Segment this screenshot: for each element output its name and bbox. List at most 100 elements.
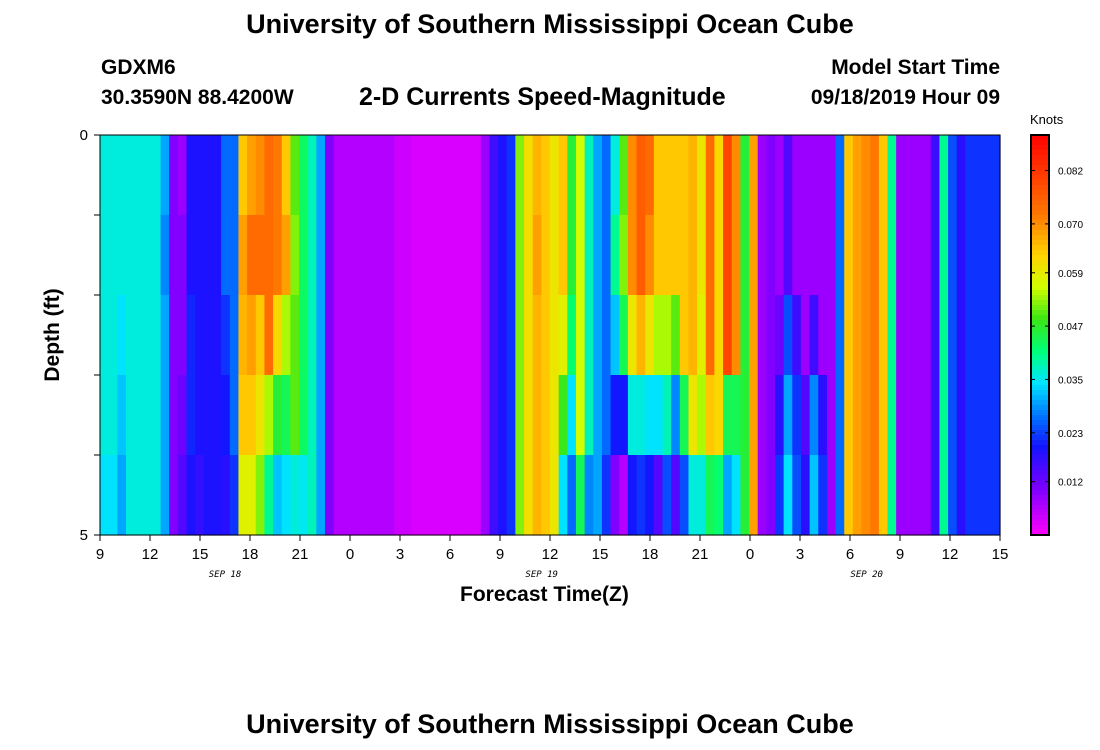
heatmap-cell [108,455,118,536]
heatmap-cell [411,455,421,536]
heatmap-cell [108,375,118,456]
heatmap-cell [956,375,966,456]
heatmap-cell [740,455,750,536]
colorbar-segment [1031,275,1049,281]
heatmap-cell [956,135,966,216]
heatmap-cell [186,455,196,536]
heatmap-cell [913,135,923,216]
heatmap-cell [498,135,508,216]
heatmap-cell [965,295,975,376]
colorbar-segment [1031,335,1049,341]
heatmap-cell [731,215,741,296]
heatmap-cell [671,375,681,456]
colorbar-segment [1031,500,1049,506]
heatmap-cell [160,135,170,216]
x-tick-label: 15 [592,546,609,563]
colorbar-segment [1031,265,1049,271]
heatmap-cell [376,455,387,536]
heatmap-cell [472,135,482,216]
heatmap-cell [541,135,551,216]
date-label: SEP 18 [209,570,242,580]
heatmap-cell [247,455,257,536]
heatmap-cell [861,215,871,296]
heatmap-cell [229,375,240,456]
heatmap-cell [498,455,508,536]
heatmap-cell [688,455,698,536]
heatmap-cell [480,215,491,296]
colorbar-segment [1031,315,1049,321]
heatmap-cell [818,135,828,216]
heatmap-cell [567,295,577,376]
heatmap-cell [558,135,568,216]
heatmap-cell [731,135,741,216]
heatmap-cell [818,295,828,376]
heatmap-cell [177,215,188,296]
colorbar-segment [1031,305,1049,311]
colorbar-segment [1031,435,1049,441]
heatmap-cell [558,375,568,456]
colorbar-segment [1031,250,1049,256]
colorbar-segment [1031,200,1049,206]
heatmap-cell [498,375,508,456]
heatmap-cell [489,455,499,536]
heatmap-cell [134,375,144,456]
heatmap-cell [100,215,110,296]
colorbar-segment [1031,365,1049,371]
heatmap-cell [454,135,465,216]
heatmap-cell [264,215,274,296]
heatmap-cell [489,295,499,376]
heatmap-cell [446,215,456,296]
colorbar-segment [1031,135,1049,141]
heatmap-cell [697,215,707,296]
heatmap-cell [757,295,767,376]
heatmap-cell [411,215,421,296]
heatmap-cell [688,215,698,296]
heatmap-cell [878,295,889,376]
station-coords: 30.3590N 88.4200W [101,86,294,109]
heatmap-cell [333,455,343,536]
colorbar-segment [1031,230,1049,236]
heatmap-cell [627,375,638,456]
heatmap-cell [212,295,222,376]
heatmap-cell [117,375,127,456]
heatmap-cell [922,375,932,456]
heatmap-cell [273,455,283,536]
heatmap-cell [714,135,724,216]
heatmap-cell [878,455,889,536]
heatmap-cell [108,295,118,376]
heatmap-cell [368,215,378,296]
heatmap-cell [203,375,214,456]
heatmap-cell [255,375,266,456]
colorbar-segment [1031,150,1049,156]
heatmap-cell [697,455,707,536]
heatmap-cell [593,295,603,376]
heatmap-cell [930,455,941,536]
heatmap-cell [783,455,793,536]
heatmap-cell [948,135,958,216]
heatmap-cell [645,375,655,456]
heatmap-cell [506,455,516,536]
heatmap-cell [281,375,291,456]
heatmap-cell [601,455,612,536]
heatmap-cell [636,295,646,376]
heatmap-cell [489,215,499,296]
heatmap-cell [627,455,638,536]
heatmap-cell [411,375,421,456]
chart-subtitle: 2-D Currents Speed-Magnitude [359,83,726,111]
heatmap-cell [480,375,491,456]
heatmap-cell [870,135,880,216]
heatmap-cell [818,215,828,296]
colorbar-segment [1031,420,1049,426]
heatmap-cell [723,455,733,536]
heatmap-cell [532,375,542,456]
heatmap-cell [705,135,716,216]
heatmap-cell [896,375,906,456]
heatmap-cell [177,375,188,456]
heatmap-cell [368,375,378,456]
heatmap-cell [446,375,456,456]
heatmap-cell [896,295,906,376]
x-tick-label: 21 [692,546,709,563]
colorbar-segment [1031,195,1049,201]
heatmap-cell [299,375,309,456]
heatmap-cell [342,455,352,536]
